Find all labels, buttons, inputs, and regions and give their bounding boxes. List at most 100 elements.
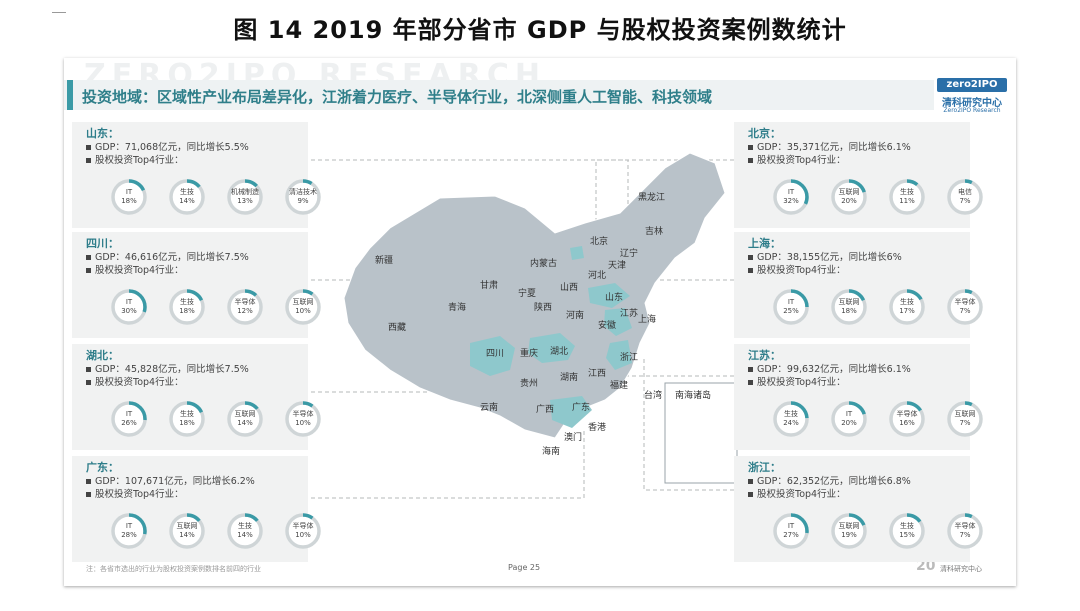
ring-fill bbox=[111, 179, 147, 215]
industry-ring-chart bbox=[831, 179, 867, 215]
industry-label: 生技 bbox=[180, 410, 194, 418]
industry-pct: 13% bbox=[237, 197, 253, 205]
bullet-square-icon bbox=[86, 380, 91, 385]
top4-line-text: 股权投资Top4行业： bbox=[757, 155, 846, 166]
industry-pct: 9% bbox=[297, 197, 309, 205]
map-label: 甘肃 bbox=[480, 281, 499, 291]
industry-pct: 26% bbox=[121, 419, 137, 427]
map-label: 广东 bbox=[572, 403, 591, 413]
industry-label: 生技 bbox=[900, 188, 914, 196]
gdp-line: GDP：107,671亿元，同比增长6.2% bbox=[86, 473, 255, 487]
industry-pct: 32% bbox=[783, 197, 799, 205]
province-card-shanghai: 上海： GDP：38,155亿元，同比增长6% 股权投资Top4行业： IT 25% 互联… bbox=[734, 232, 983, 338]
map-label: 山西 bbox=[560, 283, 579, 293]
industry-ring: 互联网 19% bbox=[830, 512, 868, 550]
industry-pct: 10% bbox=[295, 531, 311, 539]
industry-ring: 生技 14% bbox=[168, 178, 206, 216]
industry-ring: 机械制造 13% bbox=[226, 178, 264, 216]
ring-fill bbox=[889, 179, 925, 215]
map-label: 四川 bbox=[486, 349, 505, 359]
ring-fill bbox=[227, 401, 263, 437]
map-label: 澳门 bbox=[564, 433, 583, 443]
industry-label: 互联网 bbox=[292, 298, 314, 306]
industry-ring: 生技 18% bbox=[168, 400, 206, 438]
ring-fill bbox=[169, 289, 205, 325]
industry-pct: 25% bbox=[783, 307, 799, 315]
ring-fill bbox=[285, 401, 321, 437]
province-name: 广东： bbox=[86, 461, 119, 474]
ring-fill bbox=[773, 513, 809, 549]
china-map-shape bbox=[343, 152, 738, 484]
industry-pct: 18% bbox=[841, 307, 857, 315]
industry-ring-chart bbox=[111, 179, 147, 215]
map-label: 内蒙古 bbox=[530, 259, 558, 269]
industry-ring-chart bbox=[947, 179, 983, 215]
map-label: 浙江 bbox=[620, 353, 639, 363]
footer-logo-text: 清科研究中心 bbox=[940, 565, 982, 573]
industry-pct: 20% bbox=[841, 419, 857, 427]
industry-pct: 14% bbox=[237, 531, 253, 539]
ring-fill bbox=[169, 513, 205, 549]
industry-ring-chart bbox=[227, 513, 263, 549]
industry-ring-chart bbox=[773, 179, 809, 215]
bullet-square-icon bbox=[748, 479, 753, 484]
industry-label: IT bbox=[125, 410, 133, 418]
top4-line-text: 股权投资Top4行业： bbox=[757, 265, 846, 276]
industry-ring-chart bbox=[947, 401, 983, 437]
industry-pct: 14% bbox=[179, 531, 195, 539]
map-label: 安徽 bbox=[598, 321, 617, 331]
industry-ring: 生技 11% bbox=[888, 178, 926, 216]
province-name: 湖北： bbox=[86, 349, 119, 362]
map-label: 江西 bbox=[588, 369, 607, 379]
shandong-highlight bbox=[588, 283, 630, 308]
industry-ring-chart bbox=[831, 401, 867, 437]
industry-ring: 互联网 14% bbox=[168, 512, 206, 550]
top4-line: 股权投资Top4行业： bbox=[748, 262, 846, 276]
map-label: 吉林 bbox=[645, 227, 664, 237]
industry-label: 互联网 bbox=[838, 298, 860, 306]
bullet-square-icon bbox=[86, 255, 91, 260]
province-card-hubei: 湖北： GDP：45,828亿元，同比增长7.5% 股权投资Top4行业： IT 26%… bbox=[72, 344, 321, 450]
ring-fill bbox=[169, 179, 205, 215]
ring-fill bbox=[831, 513, 867, 549]
industry-ring: 半导体 7% bbox=[946, 512, 984, 550]
industry-label: 半导体 bbox=[896, 410, 918, 418]
industry-pct: 15% bbox=[899, 531, 915, 539]
map-label: 南海诸岛 bbox=[675, 391, 712, 401]
map-label: 天津 bbox=[608, 261, 627, 271]
industry-ring: 半导体 12% bbox=[226, 288, 264, 326]
gdp-line: GDP：46,616亿元，同比增长7.5% bbox=[86, 249, 249, 263]
industry-ring-chart bbox=[111, 513, 147, 549]
industry-ring-chart bbox=[947, 289, 983, 325]
industry-ring-chart bbox=[285, 401, 321, 437]
gdp-line: GDP：38,155亿元，同比增长6% bbox=[748, 249, 902, 263]
ring-fill bbox=[831, 289, 867, 325]
bullet-square-icon bbox=[86, 479, 91, 484]
jiangsu-highlight bbox=[604, 308, 632, 336]
industry-label: 半导体 bbox=[292, 522, 314, 530]
bullet-square-icon bbox=[86, 268, 91, 273]
header-bar bbox=[64, 80, 934, 110]
province-name: 四川： bbox=[86, 237, 119, 250]
page-number: Page 25 bbox=[508, 563, 541, 572]
ring-fill bbox=[889, 289, 925, 325]
map-label: 湖北 bbox=[550, 347, 569, 357]
industry-ring: 互联网 7% bbox=[946, 400, 984, 438]
industry-ring-chart bbox=[285, 289, 321, 325]
industry-ring: IT 25% bbox=[772, 288, 810, 326]
ring-fill bbox=[947, 401, 983, 437]
top4-line: 股权投资Top4行业： bbox=[748, 152, 846, 166]
industry-ring: 生技 24% bbox=[772, 400, 810, 438]
industry-pct: 7% bbox=[959, 197, 971, 205]
top4-line-text: 股权投资Top4行业： bbox=[95, 489, 184, 500]
industry-ring: 互联网 20% bbox=[830, 178, 868, 216]
industry-ring: 清洁技术 9% bbox=[284, 178, 322, 216]
industry-ring: IT 28% bbox=[110, 512, 148, 550]
province-card-jiangsu: 江苏： GDP：99,632亿元，同比增长6.1% 股权投资Top4行业： 生技 24%… bbox=[734, 344, 983, 450]
industry-ring: 电信 7% bbox=[946, 178, 984, 216]
map-label: 香港 bbox=[588, 423, 607, 433]
province-name: 江苏： bbox=[748, 349, 781, 362]
industry-ring-chart bbox=[889, 513, 925, 549]
bullet-square-icon bbox=[748, 492, 753, 497]
map-label: 宁夏 bbox=[518, 289, 537, 299]
